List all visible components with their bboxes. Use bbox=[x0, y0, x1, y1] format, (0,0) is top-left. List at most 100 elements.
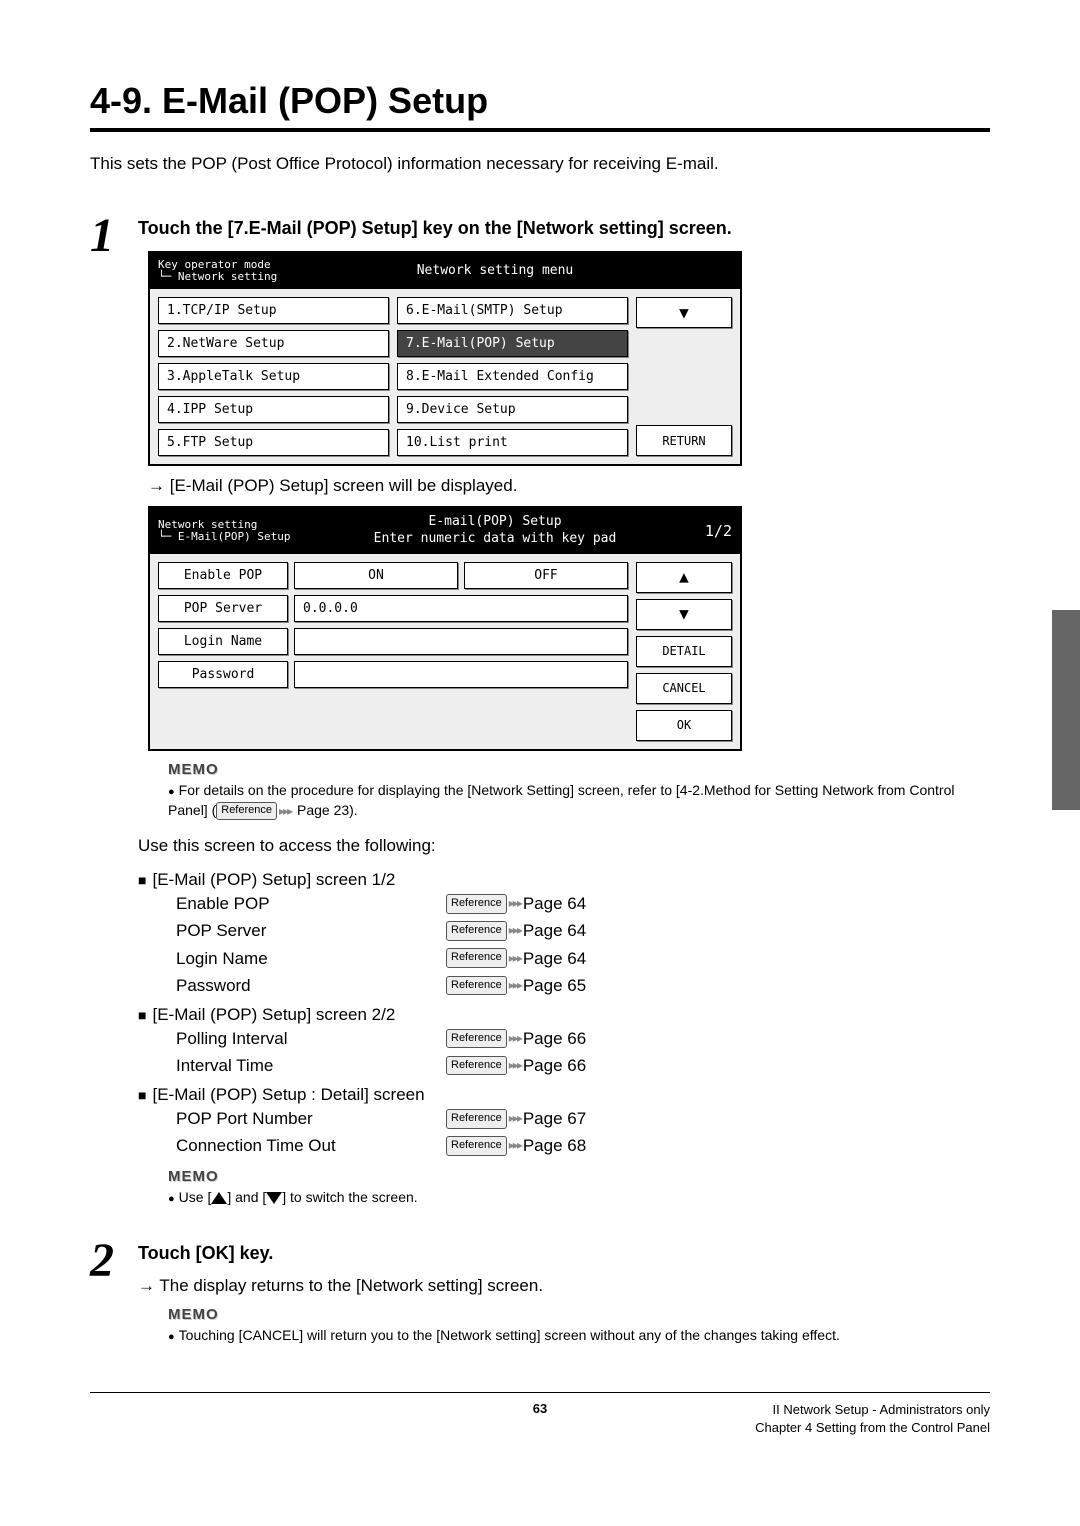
reference-badge: Reference bbox=[446, 921, 507, 941]
step-2-result: → The display returns to the [Network se… bbox=[138, 1276, 990, 1296]
ref-port: POP Port Number bbox=[176, 1105, 446, 1132]
return-button[interactable]: RETURN bbox=[636, 425, 732, 456]
scroll-down-button[interactable]: ▼ bbox=[636, 297, 732, 328]
reference-badge: Reference bbox=[446, 948, 507, 968]
pop-server-value[interactable]: 0.0.0.0 bbox=[294, 595, 628, 622]
step-2-heading: Touch [OK] key. bbox=[138, 1243, 990, 1264]
panel2-header-left-2: └─ E-Mail(POP) Setup bbox=[158, 531, 328, 543]
ref-arrows-icon: ▸▸▸ bbox=[509, 1056, 521, 1075]
cancel-button[interactable]: CANCEL bbox=[636, 673, 732, 704]
pop-setup-panel: Network setting └─ E-Mail(POP) Setup E-m… bbox=[148, 506, 742, 751]
ref-page-4: Page 65 bbox=[523, 972, 586, 999]
ref-arrows-icon: ▸▸▸ bbox=[509, 976, 521, 995]
menu-tcpip[interactable]: 1.TCP/IP Setup bbox=[158, 297, 389, 324]
scroll-down-button-2[interactable]: ▼ bbox=[636, 599, 732, 630]
menu-netware[interactable]: 2.NetWare Setup bbox=[158, 330, 389, 357]
step-1-heading: Touch the [7.E-Mail (POP) Setup] key on … bbox=[138, 218, 990, 239]
triangle-down-icon bbox=[266, 1192, 282, 1204]
memo-2-text-a: Use [ bbox=[179, 1189, 212, 1205]
page-title: 4-9. E-Mail (POP) Setup bbox=[90, 80, 990, 122]
square-bullet-icon: ■ bbox=[138, 872, 146, 888]
ref-enable-pop: Enable POP bbox=[176, 890, 446, 917]
list-1-head: [E-Mail (POP) Setup] screen 1/2 bbox=[152, 870, 395, 890]
list-2-head: [E-Mail (POP) Setup] screen 2/2 bbox=[152, 1005, 395, 1025]
menu-pop-selected[interactable]: 7.E-Mail(POP) Setup bbox=[397, 330, 628, 357]
memo-2-text-b: ] and [ bbox=[227, 1189, 266, 1205]
panel2-header: Network setting └─ E-Mail(POP) Setup E-m… bbox=[150, 508, 740, 554]
ok-button[interactable]: OK bbox=[636, 710, 732, 741]
step-1-number: 1 bbox=[90, 212, 124, 260]
use-text: Use this screen to access the following: bbox=[138, 836, 990, 856]
memo-1-text-b: Page 23). bbox=[293, 802, 358, 818]
menu-device[interactable]: 9.Device Setup bbox=[397, 396, 628, 423]
page-footer: 63 II Network Setup - Administrators onl… bbox=[90, 1392, 990, 1437]
panel1-header: Key operator mode └─ Network setting Net… bbox=[150, 253, 740, 289]
panel2-pager: 1/2 bbox=[662, 522, 732, 540]
footer-page-number: 63 bbox=[533, 1401, 547, 1416]
panel1-header-center: Network setting menu bbox=[328, 263, 662, 280]
login-name-value[interactable] bbox=[294, 628, 628, 655]
network-setting-menu-panel: Key operator mode └─ Network setting Net… bbox=[148, 251, 742, 466]
reference-badge: Reference bbox=[446, 1056, 507, 1076]
side-tab bbox=[1052, 610, 1080, 810]
step-2: 2 Touch [OK] key. → The display returns … bbox=[90, 1237, 990, 1362]
ref-login-name: Login Name bbox=[176, 945, 446, 972]
ref-page-2: Page 64 bbox=[523, 917, 586, 944]
ref-arrows-icon: ▸▸▸ bbox=[509, 1109, 521, 1128]
reference-badge: Reference bbox=[446, 1109, 507, 1129]
reference-badge: Reference bbox=[446, 1136, 507, 1156]
enable-off-button[interactable]: OFF bbox=[464, 562, 628, 589]
menu-extended[interactable]: 8.E-Mail Extended Config bbox=[397, 363, 628, 390]
ref-page-7: Page 67 bbox=[523, 1105, 586, 1132]
memo-2-text-c: ] to switch the screen. bbox=[282, 1189, 417, 1205]
memo-2: MEMO Use [ ] and [ ] to switch the screen. bbox=[168, 1168, 990, 1208]
detail-button[interactable]: DETAIL bbox=[636, 636, 732, 667]
arrow-down-icon: ▼ bbox=[679, 305, 689, 321]
ref-interval: Interval Time bbox=[176, 1052, 446, 1079]
pop-server-label: POP Server bbox=[158, 595, 288, 622]
square-bullet-icon: ■ bbox=[138, 1087, 146, 1103]
enable-on-button[interactable]: ON bbox=[294, 562, 458, 589]
ref-page-3: Page 64 bbox=[523, 945, 586, 972]
square-bullet-icon: ■ bbox=[138, 1007, 146, 1023]
list-3-head: [E-Mail (POP) Setup : Detail] screen bbox=[152, 1085, 424, 1105]
footer-right-2: Chapter 4 Setting from the Control Panel bbox=[755, 1419, 990, 1437]
memo-2-label: MEMO bbox=[168, 1168, 990, 1185]
reference-badge: Reference bbox=[446, 976, 507, 996]
arrow-up-icon: ▲ bbox=[679, 569, 689, 585]
panel2-header-center-2: Enter numeric data with key pad bbox=[328, 531, 662, 548]
menu-ftp[interactable]: 5.FTP Setup bbox=[158, 429, 389, 456]
ref-password: Password bbox=[176, 972, 446, 999]
panel1-header-left-2: └─ Network setting bbox=[158, 271, 328, 283]
ref-arrows-icon: ▸▸▸ bbox=[509, 1136, 521, 1155]
memo-1-label: MEMO bbox=[168, 761, 990, 778]
login-name-label: Login Name bbox=[158, 628, 288, 655]
scroll-up-button[interactable]: ▲ bbox=[636, 562, 732, 593]
password-value[interactable] bbox=[294, 661, 628, 688]
menu-appletalk[interactable]: 3.AppleTalk Setup bbox=[158, 363, 389, 390]
enable-pop-label: Enable POP bbox=[158, 562, 288, 589]
title-rule bbox=[90, 128, 990, 132]
ref-polling: Polling Interval bbox=[176, 1025, 446, 1052]
intro-text: This sets the POP (Post Office Protocol)… bbox=[90, 154, 990, 174]
menu-smtp[interactable]: 6.E-Mail(SMTP) Setup bbox=[397, 297, 628, 324]
reference-badge: Reference bbox=[446, 894, 507, 914]
footer-right-1: II Network Setup - Administrators only bbox=[755, 1401, 990, 1419]
ref-arrows-icon: ▸▸▸ bbox=[509, 921, 521, 940]
step1-result-text: → [E-Mail (POP) Setup] screen will be di… bbox=[148, 476, 990, 496]
ref-pop-server: POP Server bbox=[176, 917, 446, 944]
ref-arrows-icon: ▸▸▸ bbox=[279, 804, 291, 818]
password-label: Password bbox=[158, 661, 288, 688]
reference-lists: ■ [E-Mail (POP) Setup] screen 1/2 Enable … bbox=[138, 870, 990, 1160]
ref-page-1: Page 64 bbox=[523, 890, 586, 917]
ref-page-6: Page 66 bbox=[523, 1052, 586, 1079]
memo-3-label: MEMO bbox=[168, 1306, 990, 1323]
ref-arrows-icon: ▸▸▸ bbox=[509, 894, 521, 913]
menu-listprint[interactable]: 10.List print bbox=[397, 429, 628, 456]
reference-badge: Reference bbox=[446, 1029, 507, 1049]
memo-1: MEMO For details on the procedure for di… bbox=[168, 761, 990, 820]
panel2-header-center-1: E-mail(POP) Setup bbox=[328, 514, 662, 531]
triangle-up-icon bbox=[211, 1192, 227, 1204]
step-2-number: 2 bbox=[90, 1237, 124, 1285]
menu-ipp[interactable]: 4.IPP Setup bbox=[158, 396, 389, 423]
